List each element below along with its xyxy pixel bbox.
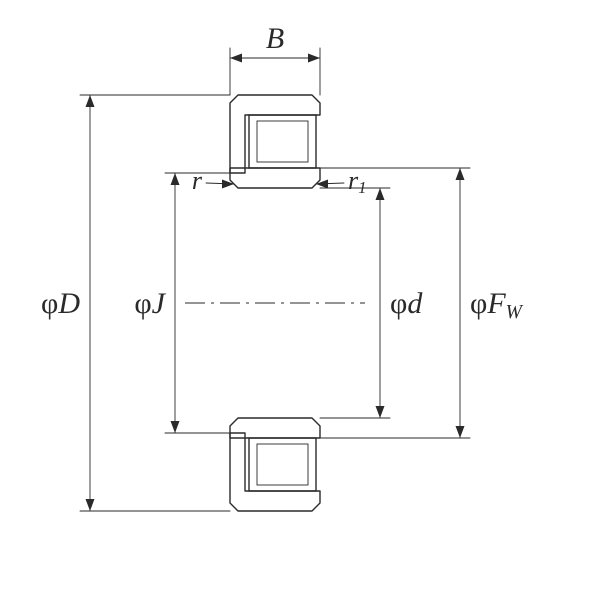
svg-text:B: B	[266, 22, 284, 55]
svg-text:r1: r1	[348, 166, 367, 197]
svg-text:r: r	[192, 166, 203, 195]
svg-text:φD: φD	[41, 287, 80, 320]
svg-text:φd: φd	[390, 287, 423, 320]
svg-text:φJ: φJ	[134, 287, 166, 320]
svg-text:φFW: φFW	[470, 287, 524, 323]
